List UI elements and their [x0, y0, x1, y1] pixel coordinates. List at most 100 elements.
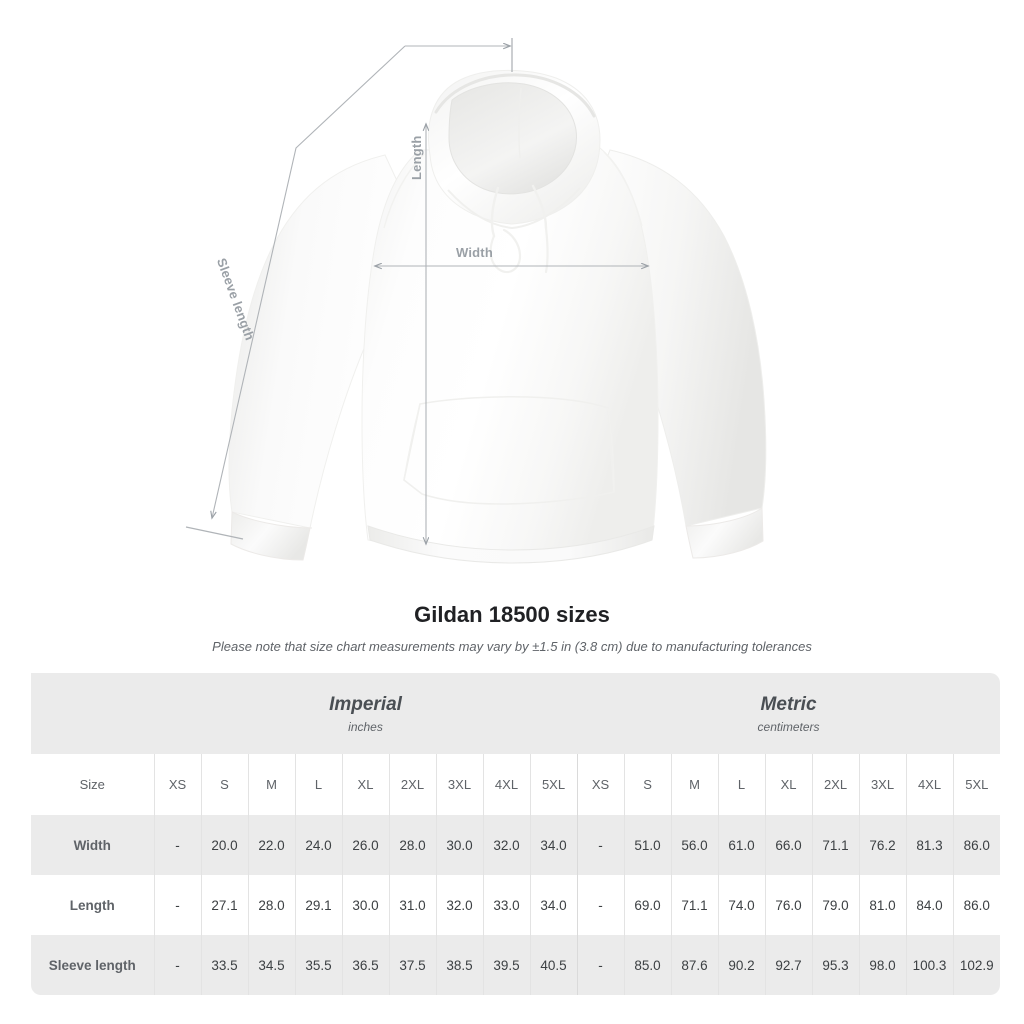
- cell-length-metric-3xl: 81.0: [858, 875, 907, 935]
- cell-width-imperial-xs: -: [153, 815, 201, 875]
- col-header-imperial-m: M: [247, 754, 295, 815]
- hood-opening: [448, 82, 577, 195]
- unit-metric: Metric centimeters: [577, 673, 1001, 754]
- cell-sleeve-imperial-2xl: 37.5: [388, 935, 436, 995]
- col-header-metric-l: L: [717, 754, 766, 815]
- cell-length-imperial-xs: -: [153, 875, 201, 935]
- cell-length-imperial-5xl: 34.0: [529, 875, 578, 935]
- cell-width-imperial-xl: 26.0: [341, 815, 389, 875]
- hoodie-body-group: [228, 69, 767, 564]
- size-header-label: Size: [31, 754, 154, 815]
- col-header-metric-5xl: 5XL: [952, 754, 1001, 815]
- pocket-right-edge: [607, 407, 615, 493]
- size-table: Imperial inches Metric centimeters Size …: [31, 673, 1001, 995]
- cell-length-imperial-s: 27.1: [200, 875, 248, 935]
- col-header-imperial-5xl: 5XL: [529, 754, 578, 815]
- drawstring-right: [531, 184, 548, 230]
- neckline: [447, 187, 581, 230]
- unit-banner-row: Imperial inches Metric centimeters: [31, 673, 1001, 754]
- col-header-metric-xs: XS: [576, 754, 625, 815]
- cell-width-imperial-s: 20.0: [200, 815, 248, 875]
- cell-width-imperial-3xl: 30.0: [435, 815, 483, 875]
- cell-length-imperial-xl: 30.0: [341, 875, 389, 935]
- sleeve-length-line: [212, 45, 406, 518]
- cell-length-imperial-2xl: 31.0: [388, 875, 436, 935]
- sleeve-bottom-tick: [185, 526, 244, 540]
- tolerance-note: Please note that size chart measurements…: [212, 639, 812, 654]
- col-header-imperial-4xl: 4XL: [482, 754, 530, 815]
- unit-imperial-name: Imperial: [329, 693, 402, 715]
- product-illustration: Width Length Sleeve length: [185, 38, 767, 564]
- col-header-metric-2xl: 2XL: [811, 754, 860, 815]
- cell-sleeve-imperial-3xl: 38.5: [435, 935, 483, 995]
- bottom-hem: [367, 525, 655, 564]
- table-row: Length - 27.1 28.0 29.1 30.0 31.0 32.0 3…: [31, 875, 1001, 935]
- cell-length-metric-5xl: 86.0: [952, 875, 1001, 935]
- cell-width-metric-2xl: 71.1: [811, 815, 860, 875]
- cell-width-metric-xl: 66.0: [764, 815, 813, 875]
- cell-width-metric-xs: -: [576, 815, 625, 875]
- col-header-imperial-2xl: 2XL: [388, 754, 436, 815]
- cell-sleeve-metric-2xl: 95.3: [811, 935, 860, 995]
- cell-width-metric-3xl: 76.2: [858, 815, 907, 875]
- cell-length-metric-xl: 76.0: [764, 875, 813, 935]
- col-header-imperial-s: S: [200, 754, 248, 815]
- cell-sleeve-imperial-xs: -: [153, 935, 201, 995]
- col-header-metric-xl: XL: [764, 754, 813, 815]
- size-header-row: Size XS S M L XL 2XL 3XL 4XL 5XL XS S M …: [31, 754, 1001, 815]
- cell-length-imperial-3xl: 32.0: [435, 875, 483, 935]
- cell-sleeve-metric-xl: 92.7: [764, 935, 813, 995]
- right-shoulder-seam: [603, 151, 643, 227]
- cell-length-metric-xs: -: [576, 875, 625, 935]
- unit-metric-name: Metric: [760, 693, 817, 715]
- hood-seam: [518, 87, 522, 159]
- cell-sleeve-metric-s: 85.0: [623, 935, 672, 995]
- cell-width-metric-s: 51.0: [623, 815, 672, 875]
- left-cuff: [230, 511, 313, 561]
- cell-width-imperial-4xl: 32.0: [482, 815, 530, 875]
- cell-sleeve-metric-4xl: 100.3: [905, 935, 954, 995]
- cell-width-metric-4xl: 81.3: [905, 815, 954, 875]
- title-block: Gildan 18500 sizes Please note that size…: [0, 600, 1024, 656]
- left-shoulder-seam: [383, 153, 425, 229]
- row-label-length: Length: [31, 875, 154, 935]
- cell-sleeve-metric-xs: -: [576, 935, 625, 995]
- cell-sleeve-imperial-s: 33.5: [200, 935, 248, 995]
- right-cuff: [685, 507, 764, 559]
- col-header-imperial-xl: XL: [341, 754, 389, 815]
- measurement-annotations: [185, 38, 648, 544]
- col-header-metric-3xl: 3XL: [858, 754, 907, 815]
- page-title: Gildan 18500 sizes: [414, 602, 610, 627]
- cell-width-imperial-2xl: 28.0: [388, 815, 436, 875]
- cell-width-metric-m: 56.0: [670, 815, 719, 875]
- cell-width-imperial-5xl: 34.0: [529, 815, 578, 875]
- hoodie-diagram: [185, 38, 767, 564]
- cell-sleeve-imperial-xl: 36.5: [341, 935, 389, 995]
- cell-length-metric-m: 71.1: [670, 875, 719, 935]
- cell-sleeve-metric-m: 87.6: [670, 935, 719, 995]
- cell-sleeve-imperial-4xl: 39.5: [482, 935, 530, 995]
- cell-sleeve-imperial-5xl: 40.5: [529, 935, 578, 995]
- table-row: Sleeve length - 33.5 34.5 35.5 36.5 37.5…: [31, 935, 1001, 995]
- cell-width-imperial-l: 24.0: [294, 815, 342, 875]
- pocket-left-edge: [403, 403, 421, 481]
- drawstring-loop: [489, 228, 522, 274]
- row-label-sleeve-length: Sleeve length: [31, 935, 154, 995]
- col-header-imperial-3xl: 3XL: [435, 754, 483, 815]
- cell-length-metric-s: 69.0: [623, 875, 672, 935]
- col-header-metric-m: M: [670, 754, 719, 815]
- cell-length-imperial-4xl: 33.0: [482, 875, 530, 935]
- cell-length-imperial-l: 29.1: [294, 875, 342, 935]
- table-row: Width - 20.0 22.0 24.0 26.0 28.0 30.0 32…: [31, 815, 1001, 875]
- cell-sleeve-imperial-l: 35.5: [294, 935, 342, 995]
- cell-length-metric-4xl: 84.0: [905, 875, 954, 935]
- cell-width-metric-5xl: 86.0: [952, 815, 1001, 875]
- cell-sleeve-metric-3xl: 98.0: [858, 935, 907, 995]
- unit-imperial: Imperial inches: [154, 673, 578, 754]
- unit-metric-sub: centimeters: [757, 719, 820, 734]
- unit-imperial-sub: inches: [348, 719, 383, 734]
- cell-width-metric-l: 61.0: [717, 815, 766, 875]
- cell-length-metric-l: 74.0: [717, 875, 766, 935]
- row-label-width: Width: [31, 815, 154, 875]
- length-label: Length: [409, 135, 424, 180]
